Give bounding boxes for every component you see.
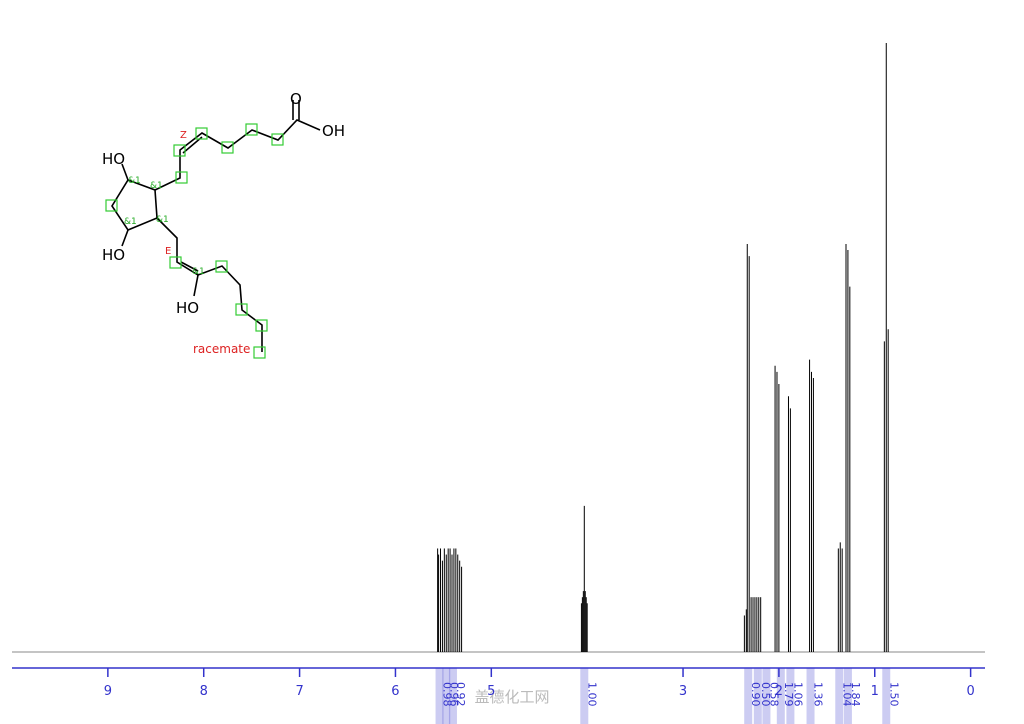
atom-label: HO — [176, 299, 199, 317]
watermark: 盖德化工网 — [474, 688, 549, 706]
x-tick-label: 7 — [295, 684, 303, 699]
integral-band — [435, 668, 444, 724]
atom-label: HO — [102, 246, 125, 264]
integral-label: 1.06 — [791, 682, 804, 707]
stereo-label: &1 — [192, 267, 205, 277]
integral-label: 0.50 — [759, 682, 772, 707]
integral-label: 1.36 — [812, 682, 825, 707]
x-tick-label: 9 — [104, 684, 112, 699]
integral-label: 0.58 — [767, 682, 780, 707]
integral-label: 0.92 — [454, 682, 467, 707]
integral-label: 0.96 — [447, 682, 460, 707]
integral-label: 1.79 — [782, 682, 795, 707]
x-tick-label: 3 — [679, 684, 687, 699]
integral-label: 0.90 — [749, 682, 762, 707]
integral-band — [776, 668, 785, 724]
integral-band — [882, 668, 891, 724]
stereo-label: &1 — [124, 217, 137, 227]
stereo-label: E — [165, 246, 171, 257]
atom-label: OH — [322, 122, 345, 140]
integral-band — [580, 668, 589, 724]
integral-band — [762, 668, 771, 724]
x-tick-label: 6 — [391, 684, 399, 699]
integral-label: 0.98 — [441, 682, 454, 707]
racemate-label: racemate — [193, 342, 250, 356]
integral-label: 1.00 — [585, 682, 598, 707]
integral-band — [744, 668, 753, 724]
stereo-label: &1 — [156, 215, 169, 225]
stereo-label: &1 — [128, 176, 141, 186]
integral-band — [835, 668, 844, 724]
integral-band — [442, 668, 451, 724]
atom-label: HO — [102, 150, 125, 168]
integral-label: 1.04 — [840, 682, 853, 707]
stereo-label: Z — [180, 130, 187, 141]
integral-band — [786, 668, 795, 724]
x-tick-label: 8 — [200, 684, 208, 699]
integral-band — [753, 668, 762, 724]
integral-label: 1.50 — [887, 682, 900, 707]
integral-label: 1.84 — [849, 682, 862, 707]
stereo-label: &1 — [150, 181, 163, 191]
integral-band — [843, 668, 852, 724]
x-tick-label: 0 — [966, 684, 974, 699]
x-tick-label: 1 — [871, 684, 879, 699]
x-tick-label: 2 — [775, 684, 783, 699]
atom-label: O — [290, 90, 302, 108]
integral-band — [448, 668, 457, 724]
structure — [105, 100, 321, 359]
x-tick-label: 5 — [487, 684, 495, 699]
integral-band — [806, 668, 815, 724]
